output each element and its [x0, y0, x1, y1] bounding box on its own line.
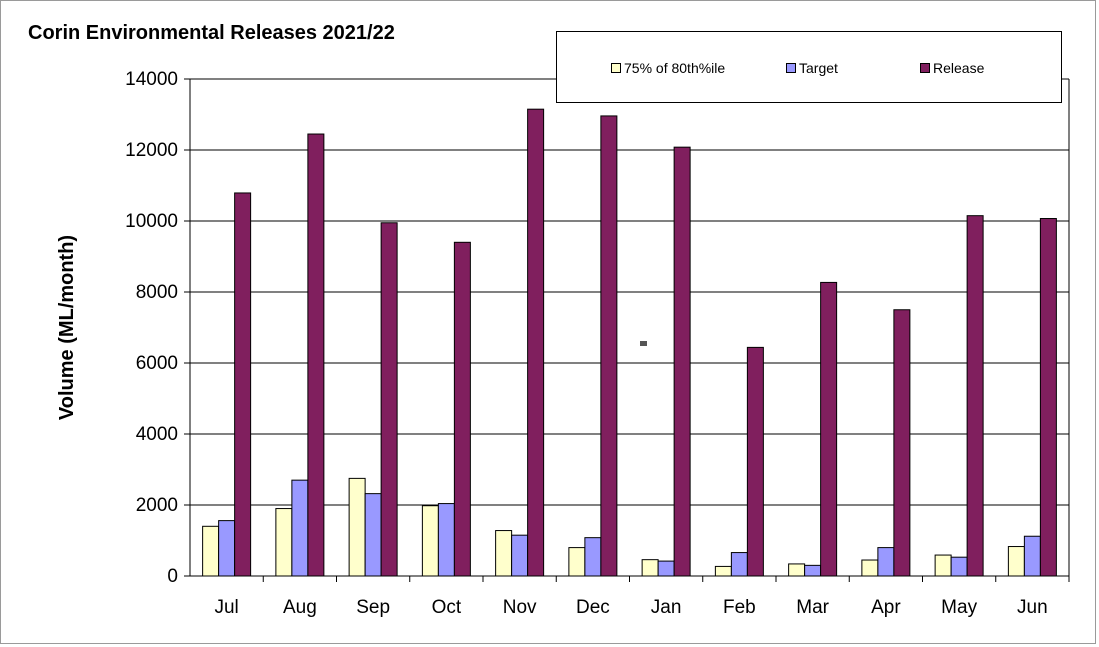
x-tick-label: Oct [432, 597, 462, 618]
bar-apr-series-1 [861, 559, 879, 577]
bar-aug-series-3 [307, 133, 325, 577]
bar-dec-series-3 [600, 115, 618, 577]
x-tick-label: Mar [796, 597, 829, 618]
bar-aug-series-2 [291, 479, 309, 577]
x-tick-label: Feb [723, 597, 756, 618]
bar-oct-series-2 [437, 503, 455, 577]
legend-label-series-3: Release [933, 60, 985, 76]
y-tick-label: 0 [167, 566, 178, 587]
bar-jan-series-1 [641, 559, 659, 577]
bar-feb-series-3 [746, 346, 764, 577]
bar-nov-series-1 [495, 530, 513, 577]
bar-jan-series-3 [673, 146, 691, 577]
bar-jan-series-2 [657, 560, 675, 577]
bar-mar-series-2 [804, 564, 822, 577]
x-tick-label: Jul [214, 597, 238, 618]
legend-swatch-series-1 [611, 63, 621, 73]
y-tick-label: 2000 [136, 495, 178, 516]
bar-may-series-2 [950, 556, 968, 577]
bar-jul-series-2 [218, 520, 236, 577]
bar-apr-series-2 [877, 547, 895, 577]
bar-jun-series-3 [1039, 218, 1057, 577]
x-tick-label: May [941, 597, 977, 618]
stray-mark [640, 341, 647, 346]
bar-dec-series-1 [568, 547, 586, 577]
legend-item-series-1: 75% of 80th%ile [611, 60, 725, 76]
bar-aug-series-1 [275, 508, 293, 577]
bar-sep-series-1 [348, 477, 366, 577]
x-tick-label: Dec [576, 597, 610, 618]
legend-item-series-2: Target [786, 60, 838, 76]
bar-jul-series-3 [234, 192, 252, 577]
bar-mar-series-1 [788, 563, 806, 577]
bar-dec-series-2 [584, 537, 602, 577]
x-tick-label: Aug [283, 597, 317, 618]
y-axis-label: Volume (ML/month) [56, 235, 78, 420]
legend-item-series-3: Release [920, 60, 984, 76]
x-tick-label: Jun [1017, 597, 1048, 618]
bar-mar-series-3 [820, 281, 838, 577]
bar-sep-series-3 [380, 222, 398, 577]
bar-may-series-1 [934, 554, 952, 577]
y-tick-label: 10000 [125, 211, 178, 232]
bar-sep-series-2 [364, 493, 382, 577]
bar-may-series-3 [966, 215, 984, 577]
y-tick-label: 12000 [125, 140, 178, 161]
bar-nov-series-3 [527, 108, 545, 577]
bar-nov-series-2 [511, 534, 529, 577]
bar-apr-series-3 [893, 309, 911, 577]
legend-swatch-series-2 [786, 63, 796, 73]
bar-feb-series-2 [730, 552, 748, 577]
legend-label-series-1: 75% of 80th%ile [624, 60, 726, 76]
x-tick-label: Apr [871, 597, 901, 618]
y-tick-label: 6000 [136, 353, 178, 374]
bar-jun-series-1 [1007, 546, 1025, 577]
y-tick-label: 4000 [136, 424, 178, 445]
x-tick-label: Nov [503, 597, 537, 618]
bar-feb-series-1 [714, 565, 732, 577]
legend-swatch-series-3 [920, 63, 930, 73]
bar-oct-series-3 [453, 241, 471, 577]
y-tick-label: 14000 [125, 69, 178, 90]
chart-title: Corin Environmental Releases 2021/22 [28, 22, 395, 44]
bar-jul-series-1 [202, 525, 220, 577]
x-tick-label: Jan [651, 597, 682, 618]
x-tick-label: Sep [356, 597, 390, 618]
chart-legend: 75% of 80th%ile Target Release [556, 31, 1062, 103]
legend-label-series-2: Target [799, 60, 838, 76]
y-tick-label: 8000 [136, 282, 178, 303]
bar-oct-series-1 [421, 505, 439, 577]
bar-jun-series-2 [1023, 535, 1041, 577]
